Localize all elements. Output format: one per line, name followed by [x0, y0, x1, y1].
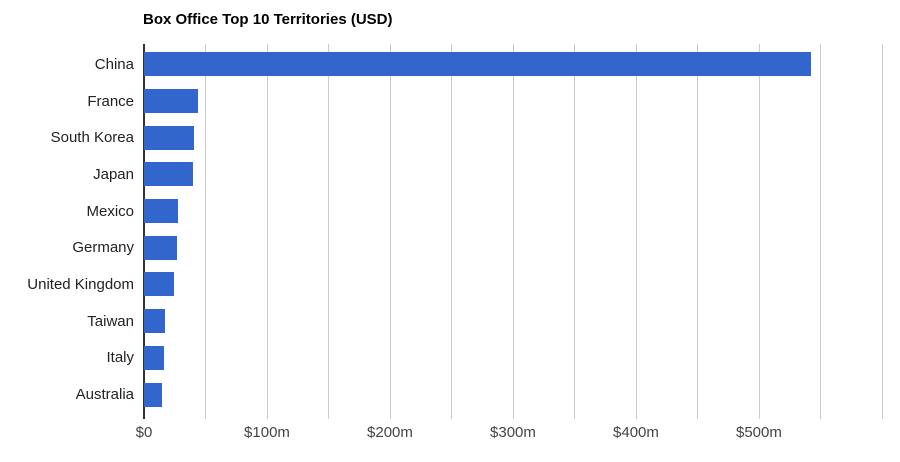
bar-row: [144, 46, 893, 83]
x-tick-label-300m: $300m: [490, 424, 536, 441]
y-label-japan: Japan: [93, 165, 134, 183]
bar-row: [144, 83, 893, 120]
y-axis-labels: China France South Korea Japan Mexico Germany…: [0, 44, 134, 413]
gridline-150m: [328, 44, 330, 419]
y-label-south-korea: South Korea: [50, 129, 134, 147]
y-axis-baseline: [143, 44, 145, 419]
gridline-400m: [635, 44, 637, 419]
bar-south-korea[interactable]: [144, 125, 195, 150]
bar-row: [144, 193, 893, 230]
bar-row: [144, 119, 893, 156]
bar-mexico[interactable]: [144, 199, 179, 224]
bar-row: [144, 266, 893, 303]
gridline-50m: [205, 44, 207, 419]
bar-row: [144, 156, 893, 193]
y-label-taiwan: Taiwan: [87, 312, 134, 330]
gridline-350m: [574, 44, 576, 419]
gridline-250m: [451, 44, 453, 419]
x-tick-label-500m: $500m: [736, 424, 782, 441]
y-label-china: China: [94, 55, 134, 73]
bar-united-kingdom[interactable]: [144, 272, 174, 297]
bar-series: [144, 44, 893, 413]
x-tick-label-400m: $400m: [613, 424, 659, 441]
bar-row: [144, 376, 893, 413]
plot-area: [143, 44, 893, 419]
x-axis-labels: $0 $100m $200m $300m $400m $500m: [136, 424, 893, 444]
y-label-france: France: [87, 92, 134, 110]
chart-title: Box Office Top 10 Territories (USD): [143, 11, 393, 28]
x-tick-label-100m: $100m: [244, 424, 290, 441]
bar-row: [144, 340, 893, 377]
bar-row: [144, 303, 893, 340]
bar-row: [144, 229, 893, 266]
bar-france[interactable]: [144, 89, 199, 114]
gridline-200m: [389, 44, 391, 419]
y-label-australia: Australia: [75, 386, 134, 404]
gridline-450m: [697, 44, 699, 419]
bar-germany[interactable]: [144, 235, 178, 260]
y-label-united-kingdom: United Kingdom: [27, 275, 134, 293]
y-label-germany: Germany: [72, 239, 134, 257]
gridline-600m: [881, 44, 883, 419]
x-tick-label-200m: $200m: [367, 424, 413, 441]
bar-australia[interactable]: [144, 382, 163, 407]
gridline-100m: [266, 44, 268, 419]
bar-italy[interactable]: [144, 345, 164, 370]
y-label-italy: Italy: [106, 349, 134, 367]
gridline-300m: [512, 44, 514, 419]
gridline-550m: [820, 44, 822, 419]
bar-china[interactable]: [144, 52, 811, 77]
y-label-mexico: Mexico: [86, 202, 134, 220]
bar-taiwan[interactable]: [144, 309, 165, 334]
x-tick-label-0m: $0: [135, 424, 153, 441]
gridline-500m: [758, 44, 760, 419]
bar-japan[interactable]: [144, 162, 194, 187]
